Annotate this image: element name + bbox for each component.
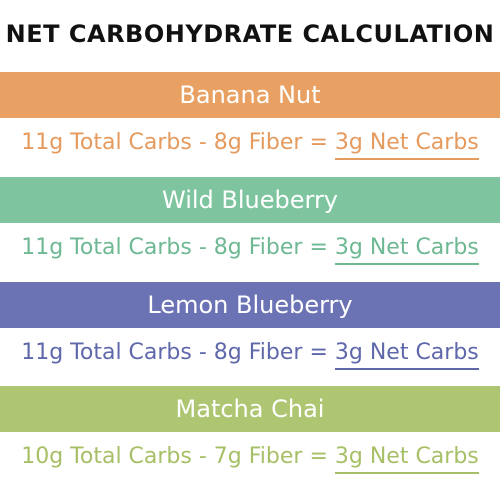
- carb-equation: 11g Total Carbs - 8g Fiber =: [21, 130, 335, 155]
- flavor-banner-matcha-chai: Matcha Chai: [0, 386, 500, 432]
- flavor-name: Banana Nut: [179, 81, 321, 109]
- flavor-banner-lemon-blueberry: Lemon Blueberry: [0, 282, 500, 328]
- net-carbs-result: 3g Net Carbs: [334, 340, 479, 370]
- net-carbs-result: 3g Net Carbs: [334, 444, 479, 474]
- flavor-banner-wild-blueberry: Wild Blueberry: [0, 177, 500, 223]
- flavor-banner-banana-nut: Banana Nut: [0, 72, 500, 118]
- net-carb-calculation-lemon-blueberry: 11g Total Carbs - 8g Fiber = 3g Net Carb…: [0, 340, 500, 370]
- flavor-name: Wild Blueberry: [161, 186, 339, 214]
- net-carbs-result: 3g Net Carbs: [334, 235, 479, 265]
- page-title: NET CARBOHYDRATE CALCULATION: [5, 20, 495, 48]
- net-carbs-result: 3g Net Carbs: [334, 130, 479, 160]
- carb-equation: 11g Total Carbs - 8g Fiber =: [21, 235, 335, 260]
- flavor-name: Matcha Chai: [175, 395, 325, 423]
- carb-equation: 10g Total Carbs - 7g Fiber =: [21, 444, 335, 469]
- net-carb-calculation-wild-blueberry: 11g Total Carbs - 8g Fiber = 3g Net Carb…: [0, 235, 500, 265]
- net-carb-calculation-matcha-chai: 10g Total Carbs - 7g Fiber = 3g Net Carb…: [0, 444, 500, 474]
- net-carb-calculation-banana-nut: 11g Total Carbs - 8g Fiber = 3g Net Carb…: [0, 130, 500, 160]
- flavor-name: Lemon Blueberry: [147, 291, 353, 319]
- carb-equation: 11g Total Carbs - 8g Fiber =: [21, 340, 335, 365]
